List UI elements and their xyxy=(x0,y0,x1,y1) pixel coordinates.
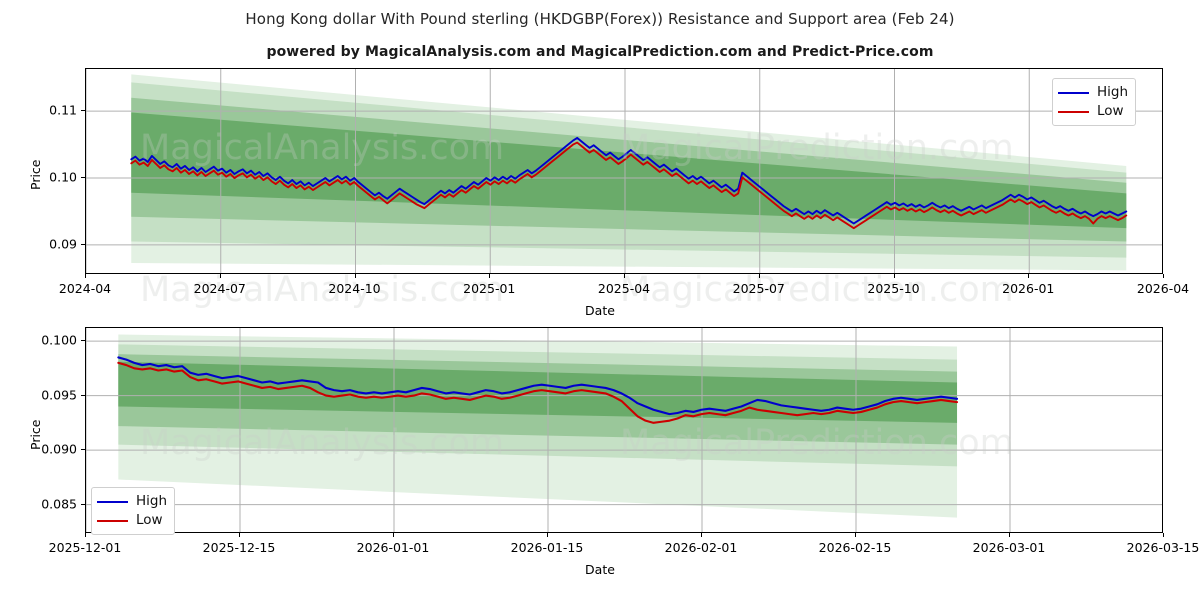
legend-high-line-icon xyxy=(97,500,128,503)
x-tick-mark xyxy=(489,274,491,278)
lower-x-axis-label: Date xyxy=(585,562,615,577)
y-tick-mark xyxy=(81,340,85,342)
x-tick-mark xyxy=(1163,533,1165,537)
x-tick-label: 2025-01 xyxy=(463,281,516,296)
y-tick-label: 0.090 xyxy=(41,441,77,457)
x-tick-label: 2024-07 xyxy=(193,281,246,296)
lower-chart-panel xyxy=(85,327,1163,533)
x-tick-mark xyxy=(1163,274,1165,278)
upper-legend-high-row: High xyxy=(1058,83,1128,102)
upper-legend[interactable]: High Low xyxy=(1052,78,1137,126)
x-tick-mark xyxy=(239,533,241,537)
x-tick-mark xyxy=(547,533,549,537)
x-tick-label: 2024-04 xyxy=(58,281,112,296)
series-line-low xyxy=(130,141,1128,230)
y-tick-label: 0.10 xyxy=(49,169,77,185)
lower-plot-svg xyxy=(86,328,1162,532)
lower-legend[interactable]: High Low xyxy=(91,487,176,535)
y-tick-mark xyxy=(81,177,85,179)
lower-legend-low-row: Low xyxy=(97,511,167,530)
series-line-high xyxy=(130,136,1128,225)
y-tick-label: 0.11 xyxy=(49,102,77,118)
x-tick-mark xyxy=(855,533,857,537)
x-tick-mark xyxy=(354,274,356,278)
band-core xyxy=(131,112,1127,229)
lower-plot-area xyxy=(85,327,1163,533)
legend-high-line-icon xyxy=(1058,91,1089,94)
page-title: Hong Kong dollar With Pound sterling (HK… xyxy=(245,10,955,28)
x-tick-mark xyxy=(85,274,87,278)
series-line-low xyxy=(117,361,959,424)
y-tick-mark xyxy=(81,449,85,451)
y-tick-label: 0.095 xyxy=(41,387,77,403)
y-tick-label: 0.100 xyxy=(41,332,77,348)
x-tick-mark xyxy=(393,533,395,537)
x-tick-mark xyxy=(219,274,221,278)
x-tick-label: 2025-12-01 xyxy=(48,540,122,555)
x-tick-label: 2026-03-15 xyxy=(1126,540,1200,555)
x-tick-mark xyxy=(701,533,703,537)
legend-low-line-icon xyxy=(97,519,128,522)
page-subtitle: powered by MagicalAnalysis.com and Magic… xyxy=(266,44,934,60)
x-tick-mark xyxy=(85,533,87,537)
upper-x-axis-label: Date xyxy=(585,303,615,318)
series-line-high xyxy=(117,356,959,416)
y-tick-mark xyxy=(81,110,85,112)
x-tick-mark xyxy=(1009,533,1011,537)
x-tick-label: 2025-07 xyxy=(732,281,785,296)
x-tick-label: 2026-01-15 xyxy=(510,540,584,555)
lower-legend-high-label: High xyxy=(136,492,168,509)
upper-legend-high-label: High xyxy=(1097,83,1129,100)
y-tick-label: 0.09 xyxy=(49,236,77,252)
upper-legend-low-label: Low xyxy=(1097,102,1124,119)
x-tick-mark xyxy=(1028,274,1030,278)
upper-legend-low-row: Low xyxy=(1058,102,1128,121)
y-tick-label: 0.085 xyxy=(41,496,77,512)
y-tick-mark xyxy=(81,394,85,396)
x-tick-label: 2026-01-01 xyxy=(356,540,430,555)
x-tick-label: 2024-10 xyxy=(328,281,381,296)
x-tick-label: 2026-01 xyxy=(1002,281,1055,296)
lower-legend-low-label: Low xyxy=(136,511,163,528)
x-tick-mark xyxy=(758,274,760,278)
x-tick-label: 2025-04 xyxy=(597,281,651,296)
x-tick-label: 2026-02-15 xyxy=(818,540,892,555)
y-tick-mark xyxy=(81,243,85,246)
x-tick-mark xyxy=(624,274,626,278)
lower-legend-high-row: High xyxy=(97,492,167,511)
x-tick-mark xyxy=(893,274,895,278)
x-tick-label: 2026-04 xyxy=(1136,281,1190,296)
x-tick-label: 2025-12-15 xyxy=(202,540,276,555)
gridlines xyxy=(86,328,1162,532)
upper-plot-svg xyxy=(86,69,1162,273)
x-tick-label: 2025-10 xyxy=(867,281,920,296)
legend-low-line-icon xyxy=(1058,110,1089,113)
x-tick-label: 2026-02-01 xyxy=(664,540,738,555)
y-tick-mark xyxy=(81,503,85,505)
upper-plot-area xyxy=(85,68,1163,274)
upper-chart-panel xyxy=(85,68,1163,274)
x-tick-label: 2026-03-01 xyxy=(972,540,1046,555)
